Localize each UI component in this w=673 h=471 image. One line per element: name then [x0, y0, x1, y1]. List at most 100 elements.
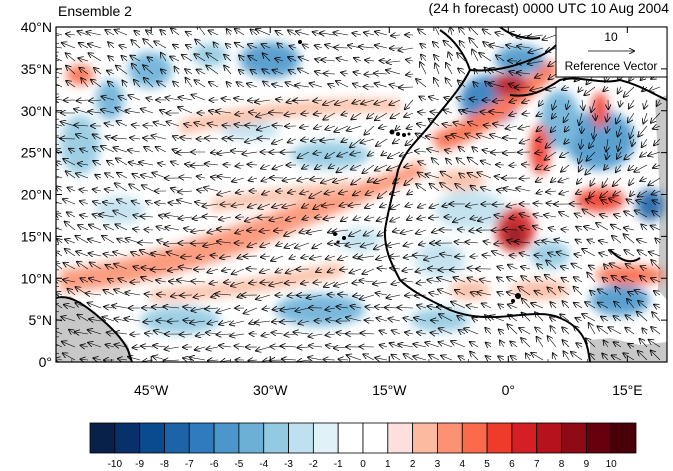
wind-vector — [552, 113, 556, 118]
wind-vector — [338, 256, 349, 260]
wind-vector — [67, 212, 76, 217]
wind-vector — [93, 201, 102, 204]
wind-vector — [497, 292, 505, 295]
colorbar-label: 6 — [509, 459, 515, 470]
wind-vector — [296, 31, 310, 35]
wind-vector — [286, 217, 297, 220]
wind-vector — [336, 81, 349, 88]
wind-vector — [163, 306, 180, 308]
wind-vector — [88, 343, 102, 348]
wind-vector — [364, 32, 375, 35]
colorbar-swatch — [585, 422, 612, 454]
wind-vector — [180, 334, 193, 335]
wind-vector — [466, 204, 479, 206]
wind-vector — [602, 353, 609, 361]
wind-vector — [197, 27, 206, 36]
wind-vector — [208, 123, 219, 126]
wind-vector — [75, 332, 89, 334]
wind-vector — [205, 138, 219, 139]
wind-vector — [307, 230, 323, 233]
wind-vector — [108, 42, 115, 49]
wind-vector — [628, 165, 635, 170]
wind-vector — [269, 282, 284, 285]
wind-vector — [249, 282, 258, 283]
wind-vector — [63, 159, 76, 166]
wind-vector — [89, 319, 102, 321]
wind-vector — [131, 40, 141, 49]
wind-vector — [498, 356, 505, 360]
wind-vector — [166, 97, 180, 100]
wind-vector — [456, 98, 466, 100]
wind-vector — [146, 98, 154, 100]
wind-vector — [611, 225, 622, 231]
wind-vector — [229, 138, 245, 139]
wind-vector — [634, 164, 648, 172]
colorbar-swatch — [238, 422, 265, 454]
wind-vector — [276, 99, 284, 100]
wind-vector — [77, 315, 89, 322]
wind-vector — [402, 269, 414, 271]
wind-vector — [239, 70, 244, 74]
wind-vector — [114, 264, 128, 270]
wind-vector — [222, 269, 232, 271]
wind-vector — [129, 184, 141, 192]
wind-vector — [398, 48, 414, 50]
wind-vector — [448, 52, 452, 62]
colorbar-swatch — [362, 422, 389, 454]
wind-vector — [548, 253, 557, 256]
wind-vector — [614, 316, 622, 321]
wind-vector — [340, 269, 349, 270]
wind-vector — [56, 227, 63, 231]
wind-vector — [522, 299, 531, 309]
wind-vector — [390, 112, 401, 118]
wind-vector — [444, 98, 453, 100]
wind-vector — [62, 342, 76, 348]
wind-vector — [379, 126, 388, 128]
wind-vector — [143, 39, 154, 49]
wind-vector — [522, 100, 531, 103]
wind-vector — [417, 305, 427, 308]
wind-vector — [336, 306, 349, 308]
wind-vector — [219, 217, 232, 220]
wind-vector — [161, 69, 166, 74]
wind-vector — [206, 53, 219, 62]
wind-vector — [497, 267, 505, 269]
wind-vector — [419, 243, 427, 245]
wind-vector — [574, 326, 583, 335]
wind-vector — [437, 278, 453, 283]
wind-vector — [550, 317, 557, 321]
wind-vector — [215, 294, 232, 295]
wind-vector — [482, 255, 492, 256]
wind-vector — [514, 87, 531, 88]
wind-vector — [551, 178, 556, 182]
lat-label: 0° — [39, 354, 52, 370]
wind-vector — [498, 304, 504, 308]
wind-vector — [63, 280, 76, 282]
wind-vector — [130, 138, 141, 139]
wind-vector — [521, 338, 531, 348]
wind-vector — [546, 48, 557, 51]
colorbar-label: 3 — [435, 459, 441, 470]
wind-vector — [632, 138, 634, 146]
wind-vector — [490, 45, 505, 48]
wind-vector — [624, 151, 635, 159]
wind-vector — [248, 44, 258, 48]
wind-vector — [503, 138, 518, 139]
wind-vector — [289, 70, 297, 74]
wind-vector — [248, 56, 258, 62]
wind-vector — [56, 292, 63, 295]
wind-vector — [236, 191, 245, 193]
wind-vector — [628, 344, 635, 347]
wind-vector — [56, 46, 63, 49]
wind-vector — [490, 316, 505, 322]
wind-vector — [352, 33, 362, 35]
wind-vector — [415, 295, 427, 296]
wind-vector — [416, 184, 427, 192]
wind-vector — [492, 251, 505, 257]
wind-vector — [564, 112, 570, 122]
wind-vector — [446, 63, 453, 75]
wind-vector — [141, 216, 154, 217]
wind-vector — [434, 78, 440, 88]
wind-vector — [216, 307, 232, 313]
wind-vector — [91, 80, 102, 88]
